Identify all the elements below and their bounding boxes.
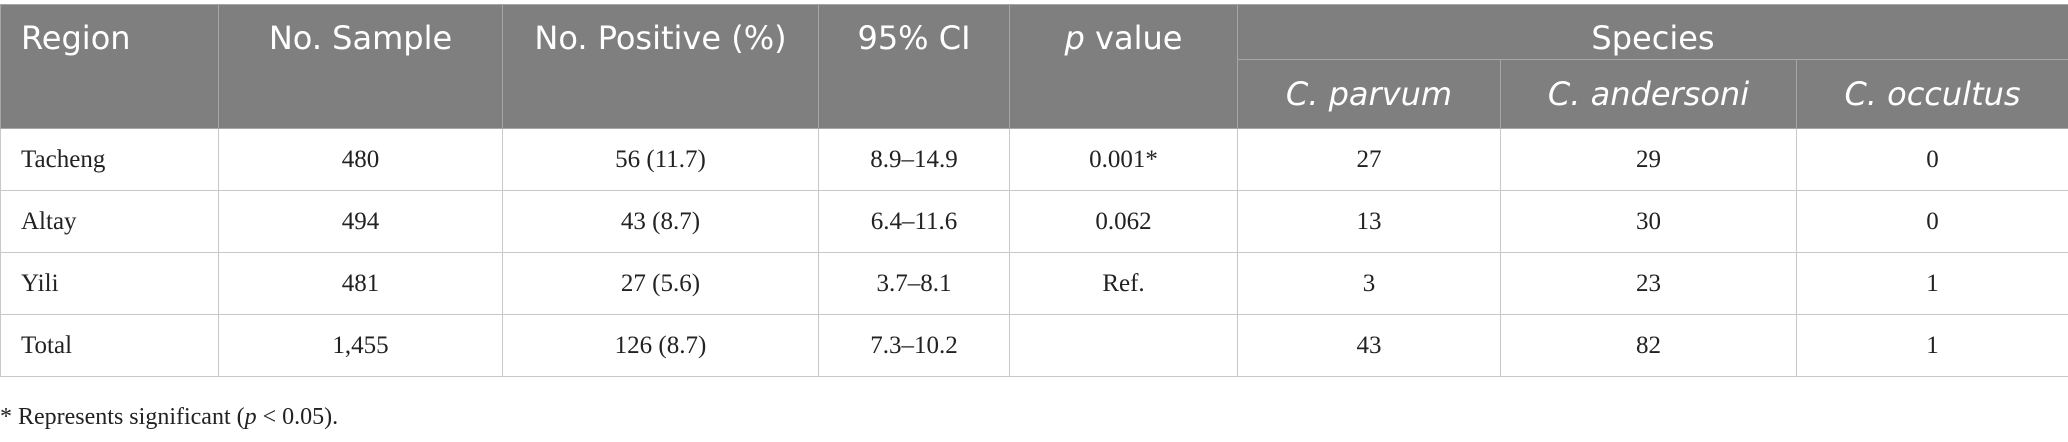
table-cell: 27 — [1237, 128, 1501, 191]
table-row: Yili 481 27 (5.6) 3.7–8.1 Ref. 3 23 1 — [0, 252, 2068, 315]
footnote-text: p — [244, 404, 257, 430]
table-cell: Altay — [0, 190, 219, 253]
table-cell: 0.062 — [1009, 190, 1238, 253]
table-cell: 0 — [1796, 128, 2068, 191]
table-cell: 481 — [218, 252, 503, 315]
header-cell: No. Positive (%) — [502, 4, 819, 129]
header-cell: No. Sample — [218, 4, 503, 129]
header-cell: Region — [0, 4, 219, 129]
table-cell: 1 — [1796, 314, 2068, 377]
table-cell: 82 — [1500, 314, 1797, 377]
table-cell: 0.001* — [1009, 128, 1238, 191]
table-body: Tacheng 480 56 (11.7) 8.9–14.9 0.001* 27 29 0 Al… — [0, 128, 2068, 377]
table-cell: Yili — [0, 252, 219, 315]
table-cell: 6.4–11.6 — [818, 190, 1010, 253]
header-cell: 95% CI — [818, 4, 1010, 129]
table-cell: 27 (5.6) — [502, 252, 819, 315]
header-cell: p value — [1009, 4, 1238, 129]
table-cell: 43 — [1237, 314, 1501, 377]
table-cell: 56 (11.7) — [502, 128, 819, 191]
table-cell: 3.7–8.1 — [818, 252, 1010, 315]
table-row: Total 1,455 126 (8.7) 7.3–10.2 43 82 1 — [0, 314, 2068, 377]
species-header: C. andersoni — [1500, 59, 1797, 129]
table-cell: 13 — [1237, 190, 1501, 253]
table-cell: 480 — [218, 128, 503, 191]
table-row: Tacheng 480 56 (11.7) 8.9–14.9 0.001* 27 29 0 — [0, 128, 2068, 191]
table-cell — [1009, 314, 1238, 377]
table-cell: 30 — [1500, 190, 1797, 253]
table-cell: Total — [0, 314, 219, 377]
table-cell: 43 (8.7) — [502, 190, 819, 253]
table-cell: 23 — [1500, 252, 1797, 315]
data-table: Region No. Sample No. Positive (%) 95% C… — [0, 4, 2068, 377]
table-row: Altay 494 43 (8.7) 6.4–11.6 0.062 13 30 0 — [0, 190, 2068, 253]
header-cell: Species — [1237, 4, 2068, 60]
table-cell: 7.3–10.2 — [818, 314, 1010, 377]
table-cell: 3 — [1237, 252, 1501, 315]
table-cell: Tacheng — [0, 128, 219, 191]
table-cell: 0 — [1796, 190, 2068, 253]
table-cell: 1,455 — [218, 314, 503, 377]
footnote-text: < 0.05). — [256, 404, 339, 430]
species-header: C. parvum — [1237, 59, 1501, 129]
table-cell: 1 — [1796, 252, 2068, 315]
table-cell: 29 — [1500, 128, 1797, 191]
table-cell: 494 — [218, 190, 503, 253]
species-header: C. occultus — [1796, 59, 2068, 129]
footnote: * Represents significant (p < 0.05). — [0, 404, 338, 431]
table-cell: 126 (8.7) — [502, 314, 819, 377]
footnote-text: * Represents significant ( — [0, 404, 245, 430]
table-cell: Ref. — [1009, 252, 1238, 315]
table-cell: 8.9–14.9 — [818, 128, 1010, 191]
